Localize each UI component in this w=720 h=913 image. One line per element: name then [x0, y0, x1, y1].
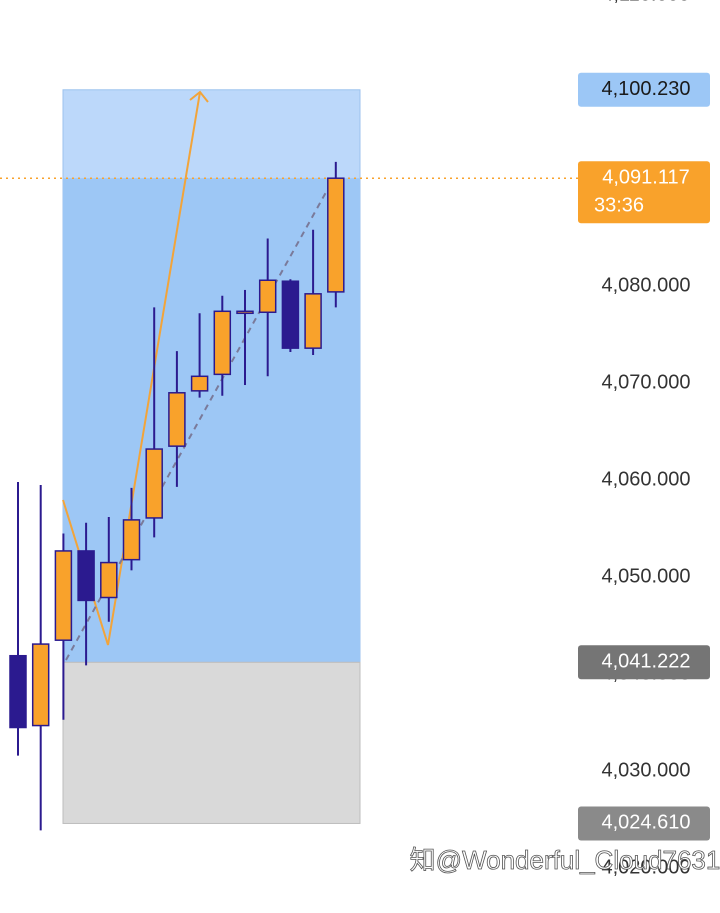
candle-body — [236, 310, 254, 315]
y-tick-label: 4,060.000 — [602, 468, 691, 490]
candle-body — [31, 643, 50, 727]
y-tick-label: 4,020.000 — [602, 856, 691, 878]
y-tick-label: 4,080.000 — [602, 274, 691, 296]
stop-box — [578, 806, 710, 841]
entry-label: 4,041.222 — [602, 651, 691, 673]
y-tick-label: 4,110.000 — [602, 0, 690, 5]
candle-body — [168, 392, 186, 447]
target-label: 4,100.230 — [602, 78, 691, 100]
candle-body — [9, 654, 27, 729]
target-box — [578, 72, 710, 107]
stop-zone — [62, 661, 361, 824]
candle-body — [258, 279, 277, 314]
candle-body — [281, 280, 300, 349]
candle-body — [304, 293, 322, 349]
candle-body — [54, 550, 73, 641]
stop-label: 4,024.610 — [602, 812, 691, 834]
projection-path — [62, 91, 201, 646]
candle-body — [327, 177, 345, 293]
candle-body — [145, 448, 163, 519]
y-tick-label: 4,070.000 — [602, 371, 691, 393]
candle-body — [190, 375, 209, 392]
candle-body — [122, 519, 141, 561]
last-price-label: 4,091.117 — [602, 166, 690, 188]
projection-arrow — [189, 90, 209, 103]
candle-body — [213, 310, 232, 376]
countdown: 33:36 — [594, 194, 644, 216]
candle-body — [100, 561, 118, 599]
last-price-box — [578, 161, 710, 224]
watermark: 知@Wonderful_Cloud7631 — [410, 845, 720, 875]
entry-box — [578, 645, 710, 680]
y-tick-label: 4,030.000 — [602, 759, 691, 781]
candle-body — [77, 550, 95, 602]
y-tick-label: 4,050.000 — [602, 565, 691, 587]
